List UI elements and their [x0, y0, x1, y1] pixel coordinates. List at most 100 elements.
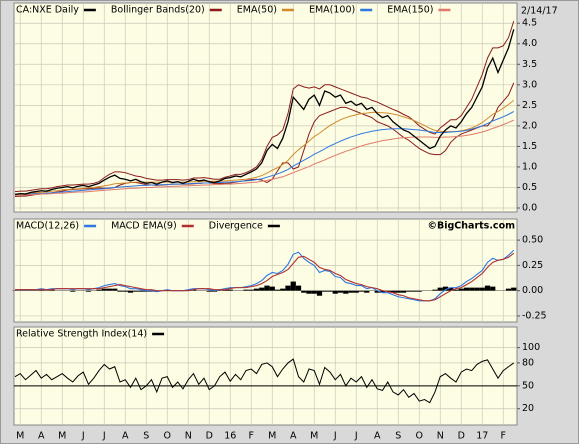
divergence-bar — [479, 287, 485, 291]
divergence-bar — [127, 290, 134, 293]
divergence-bar — [432, 289, 438, 291]
y-tick-label: 0.00 — [522, 285, 543, 296]
divergence-bar — [406, 290, 412, 292]
x-tick-label: F — [249, 431, 254, 442]
divergence-bar — [253, 288, 260, 291]
divergence-bar — [505, 288, 512, 291]
x-tick-label: J — [354, 431, 358, 442]
divergence-bar — [206, 290, 212, 292]
divergence-bar — [243, 289, 249, 291]
y-tick-label: 0.5 — [522, 182, 537, 193]
series-line — [15, 252, 515, 302]
divergence-bar — [259, 287, 265, 291]
divergence-bar — [374, 290, 380, 293]
divergence-bar — [248, 289, 254, 291]
series-line — [14, 119, 514, 196]
x-tick-label: A — [122, 431, 129, 442]
y-tick-label: 3.5 — [522, 59, 537, 70]
legend-label: EMA(50) — [237, 5, 277, 16]
x-tick-label: S — [395, 431, 401, 442]
y-tick-label: 100 — [522, 342, 540, 353]
divergence-bar — [138, 290, 144, 292]
x-tick-label: S — [143, 431, 149, 442]
divergence-bar — [511, 287, 517, 291]
panel — [13, 218, 518, 323]
series-line — [14, 111, 514, 196]
divergence-bar — [390, 290, 396, 293]
divergence-bar — [353, 290, 359, 293]
legend-label: MACD(12,26) — [16, 221, 79, 232]
x-tick-label: F — [501, 431, 506, 442]
divergence-bar — [364, 290, 370, 293]
divergence-bar — [290, 281, 296, 291]
y-tick-label: 1.5 — [522, 141, 537, 152]
divergence-bar — [416, 290, 422, 292]
divergence-bar — [358, 290, 365, 292]
x-tick-label: 16 — [224, 431, 236, 442]
divergence-bar — [269, 286, 275, 291]
y-tick-label: 4.5 — [522, 18, 537, 29]
y-tick-label: 4.0 — [522, 38, 537, 49]
y-tick-label: 0.25 — [522, 260, 543, 271]
legend-label: MACD EMA(9) — [111, 221, 177, 232]
divergence-bar — [133, 290, 139, 292]
divergence-bar — [490, 286, 496, 291]
divergence-bar — [285, 285, 291, 291]
x-tick-label: N — [437, 431, 444, 442]
y-tick-label: 2.5 — [522, 100, 537, 111]
divergence-bar — [348, 290, 354, 293]
divergence-bar — [463, 287, 470, 291]
divergence-bar — [343, 290, 349, 294]
x-tick-label: D — [458, 431, 465, 442]
y-tick-label: -0.25 — [522, 310, 547, 321]
x-tick-label: M — [310, 431, 318, 442]
y-tick-label: 2.0 — [522, 120, 537, 131]
divergence-bar — [117, 290, 123, 292]
divergence-bar — [295, 285, 302, 291]
divergence-bar — [327, 290, 333, 292]
divergence-bar — [437, 287, 443, 291]
legend-label: Relative Strength Index(14) — [16, 329, 147, 340]
divergence-bar — [85, 290, 92, 292]
divergence-bar — [395, 290, 401, 293]
divergence-bar — [70, 290, 76, 292]
x-tick-label: A — [374, 431, 381, 442]
x-tick-label: J — [102, 431, 106, 442]
divergence-bar — [442, 286, 449, 291]
divergence-bar — [306, 290, 312, 294]
series-line — [14, 358, 515, 404]
divergence-bar — [448, 287, 454, 291]
divergence-bar — [280, 288, 286, 291]
divergence-bar — [458, 288, 464, 291]
divergence-bar — [469, 287, 475, 291]
x-tick-label: O — [164, 431, 171, 442]
divergence-bar — [301, 290, 307, 293]
x-tick-label: A — [38, 431, 45, 442]
x-tick-label: M — [58, 431, 66, 442]
divergence-bar — [337, 290, 344, 293]
divergence-bar — [274, 289, 281, 291]
divergence-bar — [96, 289, 102, 291]
divergence-bar — [112, 288, 118, 291]
divergence-bar — [332, 290, 338, 294]
x-tick-label: M — [16, 431, 24, 442]
watermark: ©BigCharts.com — [428, 221, 516, 232]
x-tick-label: 17 — [476, 431, 488, 442]
y-tick-label: 80 — [522, 357, 534, 368]
x-tick-label: O — [416, 431, 423, 442]
series-line — [14, 29, 515, 196]
x-tick-label: A — [290, 431, 297, 442]
divergence-bar — [106, 288, 113, 291]
legend-label: Bollinger Bands(20) — [111, 5, 205, 16]
divergence-bar — [227, 289, 233, 291]
y-tick-label: 20 — [522, 403, 534, 414]
y-tick-label: 50 — [522, 380, 534, 391]
y-tick-label: 0.50 — [522, 235, 543, 246]
divergence-bar — [122, 290, 128, 292]
legend-label: EMA(150) — [387, 5, 433, 16]
series-line — [14, 21, 515, 193]
divergence-bar — [474, 287, 480, 291]
x-tick-label: D — [206, 431, 213, 442]
divergence-bar — [411, 290, 417, 292]
